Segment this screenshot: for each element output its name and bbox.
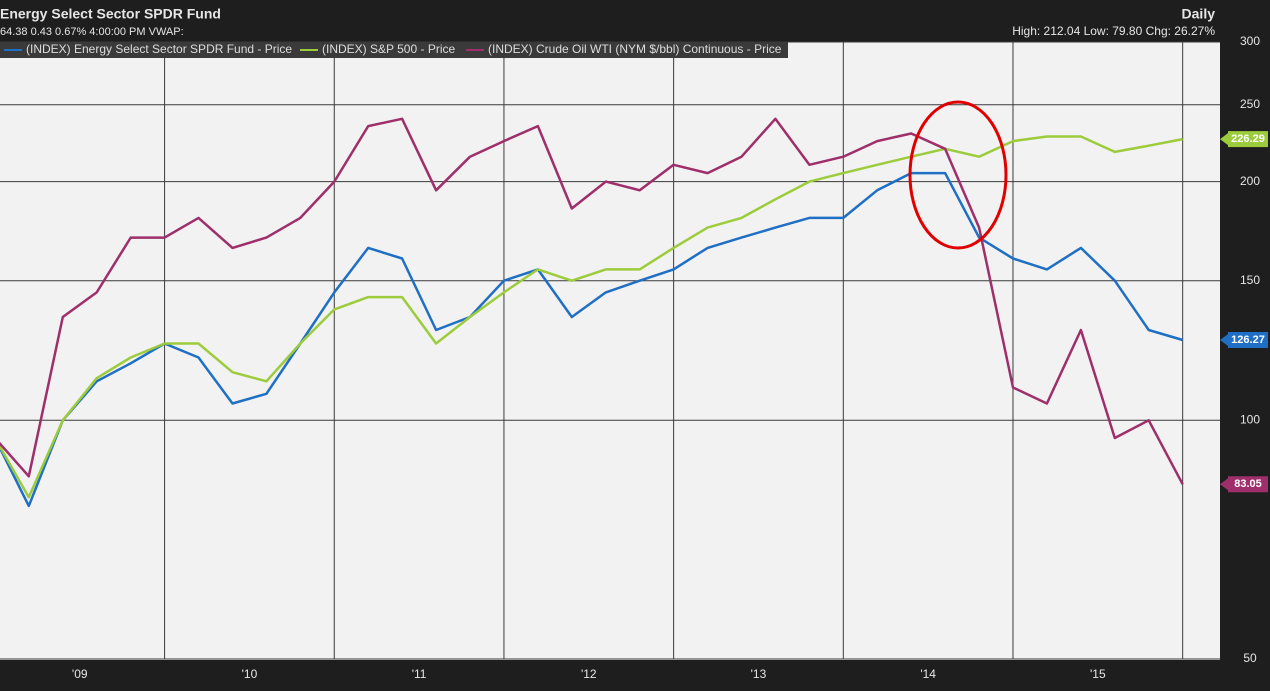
legend-label: (INDEX) Energy Select Sector SPDR Fund -… [26, 42, 292, 56]
legend-label: (INDEX) Crude Oil WTI (NYM $/bbl) Contin… [488, 42, 782, 56]
x-tick-label: '10 [242, 667, 258, 681]
y-tick-label: 300 [1240, 34, 1260, 48]
last-value-pointer [1220, 478, 1228, 491]
last-value-box [1228, 331, 1268, 348]
stats: High: 212.04 Low: 79.80 Chg: 26.27% [1012, 24, 1215, 38]
subtitle: 64.38 0.43 0.67% 4:00:00 PM VWAP: [0, 26, 184, 38]
last-value-label: 126.27 [1231, 334, 1265, 346]
x-tick-label: '09 [72, 667, 88, 681]
chart-title: Energy Select Sector SPDR Fund [0, 6, 221, 22]
x-tick-label: '12 [581, 667, 597, 681]
y-tick-label: 200 [1240, 174, 1260, 188]
series-line [0, 135, 1183, 499]
last-value-label: 83.05 [1234, 478, 1262, 490]
last-value-label: 226.29 [1231, 133, 1265, 145]
y-tick-label: 50 [1243, 651, 1257, 665]
last-value-box [1228, 476, 1268, 493]
y-tick-label: 150 [1240, 273, 1260, 287]
series-line [0, 171, 1184, 508]
series-line [0, 117, 1184, 485]
legend-box [0, 42, 788, 58]
highlight-circle [908, 100, 1008, 250]
grid [0, 41, 1220, 660]
lines [0, 117, 1184, 508]
last-value-pointer [1220, 333, 1228, 346]
y-tick-label: 250 [1240, 97, 1260, 111]
last-value-box [1228, 131, 1268, 148]
legend-label: (INDEX) S&P 500 - Price [322, 42, 455, 56]
plot-area [0, 42, 1220, 660]
legend: (INDEX) Energy Select Sector SPDR Fund -… [4, 42, 782, 56]
x-tick-label: '15 [1090, 667, 1106, 681]
y-tick-label: 100 [1240, 412, 1260, 426]
x-tick-label: '13 [751, 667, 767, 681]
x-tick-label: '14 [920, 667, 936, 681]
last-value-pointer [1220, 133, 1228, 146]
period: Daily [1182, 6, 1216, 22]
x-tick-label: '11 [412, 667, 427, 681]
